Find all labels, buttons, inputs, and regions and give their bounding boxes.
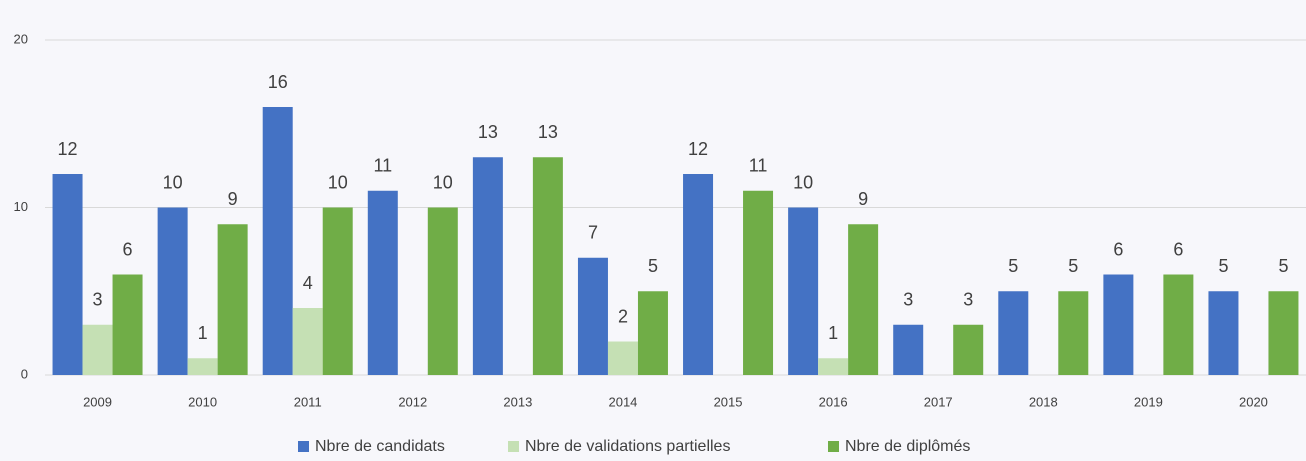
- bar: [683, 174, 714, 375]
- value-label: 5: [648, 256, 658, 276]
- value-label: 5: [1008, 256, 1018, 276]
- bar: [788, 207, 819, 375]
- value-label: 13: [478, 122, 498, 142]
- x-tick-label: 2010: [188, 394, 217, 409]
- value-label: 1: [828, 323, 838, 343]
- value-label: 6: [1173, 239, 1183, 259]
- x-tick-label: 2018: [1029, 394, 1058, 409]
- x-tick-label: 2012: [398, 394, 427, 409]
- legend-swatch: [298, 441, 309, 452]
- value-label: 3: [93, 290, 103, 310]
- bar: [187, 358, 218, 375]
- value-label: 3: [963, 290, 973, 310]
- legend-swatch: [828, 441, 839, 452]
- bar: [577, 257, 608, 375]
- bar: [1103, 274, 1134, 375]
- value-label: 13: [538, 122, 558, 142]
- legend-swatch: [508, 441, 519, 452]
- value-label: 16: [268, 72, 288, 92]
- value-label: 10: [328, 172, 348, 192]
- bar: [848, 224, 879, 375]
- bar: [637, 291, 668, 375]
- value-label: 9: [858, 189, 868, 209]
- value-label: 11: [373, 156, 392, 176]
- value-label: 6: [1113, 239, 1123, 259]
- bar: [367, 190, 398, 375]
- x-tick-label: 2014: [608, 394, 637, 409]
- bar: [1058, 291, 1089, 375]
- value-label: 11: [749, 156, 768, 176]
- bar: [1163, 274, 1194, 375]
- bar: [893, 324, 924, 375]
- x-tick-label: 2019: [1134, 394, 1163, 409]
- bar: [818, 358, 849, 375]
- bar: [322, 207, 353, 375]
- x-tick-label: 2011: [294, 394, 322, 409]
- value-label: 5: [1278, 256, 1288, 276]
- value-label: 9: [228, 189, 238, 209]
- value-label: 5: [1068, 256, 1078, 276]
- bar: [532, 157, 563, 375]
- value-label: 10: [433, 172, 453, 192]
- y-tick-label: 20: [14, 31, 28, 46]
- bar: [292, 308, 323, 375]
- x-tick-label: 2013: [503, 394, 532, 409]
- legend-label: Nbre de diplômés: [845, 438, 970, 455]
- x-tick-label: 2015: [714, 394, 743, 409]
- value-label: 7: [588, 223, 598, 243]
- bar: [217, 224, 248, 375]
- x-tick-label: 2020: [1239, 394, 1268, 409]
- value-label: 3: [903, 290, 913, 310]
- bar: [1208, 291, 1239, 375]
- bar: [743, 190, 774, 375]
- value-label: 2: [618, 306, 628, 326]
- bar: [427, 207, 458, 375]
- y-tick-label: 0: [21, 366, 28, 381]
- value-label: 5: [1218, 256, 1228, 276]
- x-tick-label: 2009: [83, 394, 112, 409]
- value-label: 12: [688, 139, 708, 159]
- value-label: 4: [303, 273, 313, 293]
- bar: [998, 291, 1029, 375]
- bar: [953, 324, 984, 375]
- bar: [82, 324, 113, 375]
- bar: [112, 274, 143, 375]
- value-label: 1: [198, 323, 208, 343]
- legend-label: Nbre de candidats: [315, 438, 445, 455]
- y-tick-label: 10: [14, 199, 28, 214]
- bar: [607, 341, 638, 375]
- bar: [1268, 291, 1299, 375]
- x-tick-label: 2016: [819, 394, 848, 409]
- value-label: 10: [793, 172, 813, 192]
- bar: [157, 207, 188, 375]
- bar: [52, 174, 83, 375]
- value-label: 10: [163, 172, 183, 192]
- value-label: 12: [58, 139, 78, 159]
- bar: [262, 107, 293, 375]
- x-tick-label: 2017: [924, 394, 953, 409]
- legend-label: Nbre de validations partielles: [525, 438, 730, 455]
- value-label: 6: [123, 239, 133, 259]
- bar: [472, 157, 503, 375]
